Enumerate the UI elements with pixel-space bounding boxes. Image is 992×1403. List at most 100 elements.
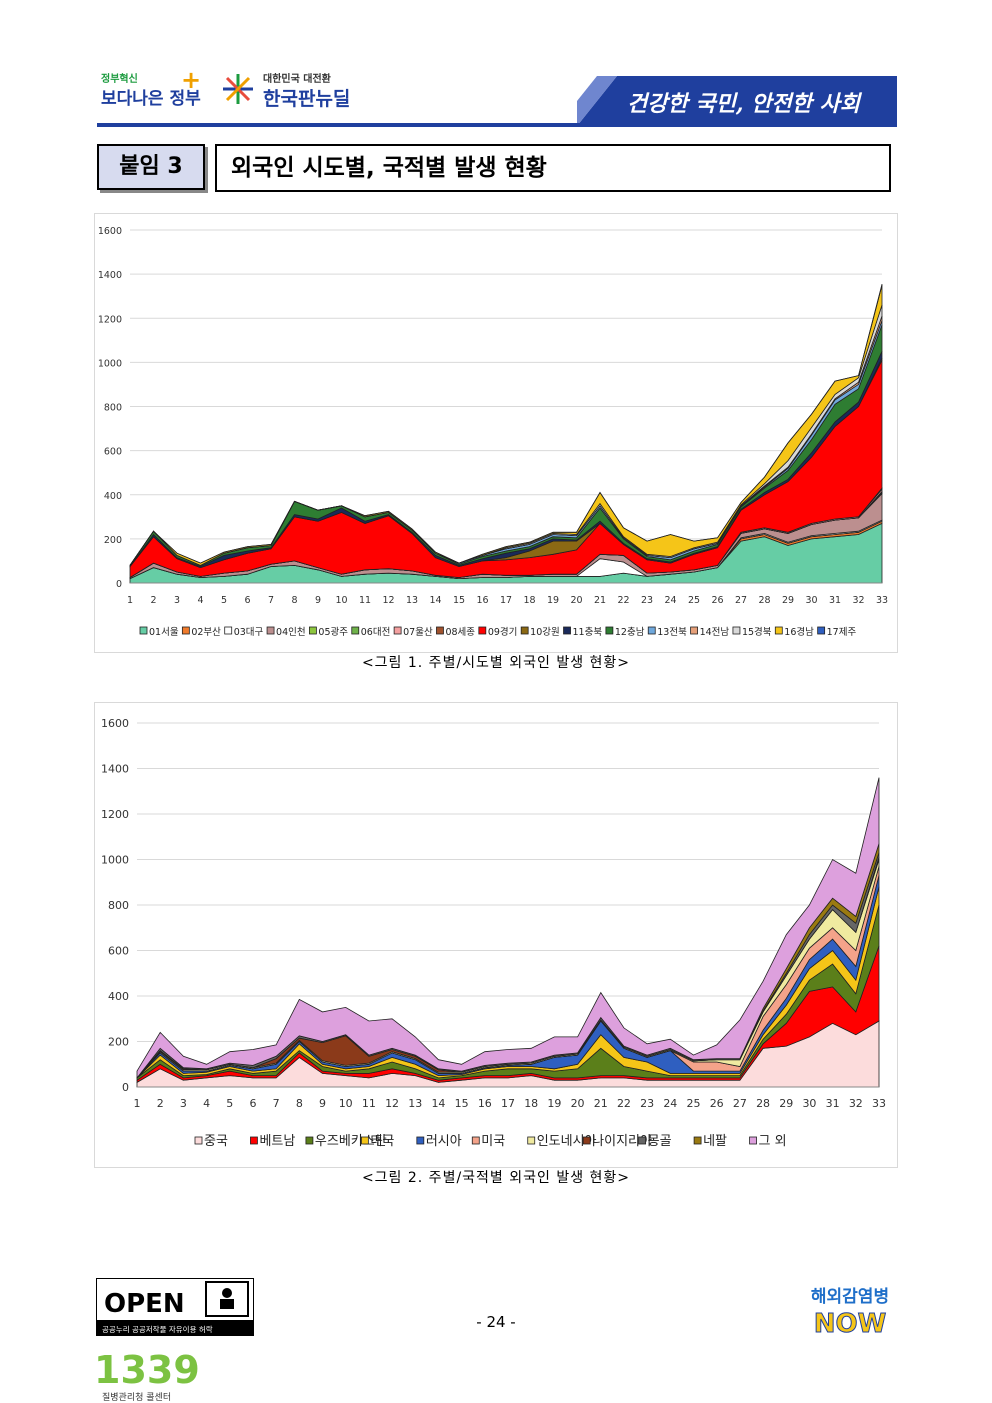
- legend-swatch: [690, 626, 698, 635]
- x-tick-label: 30: [805, 595, 817, 606]
- plus-icon: +: [181, 66, 202, 94]
- page-number: - 24 -: [476, 1313, 516, 1331]
- y-tick-label: 0: [122, 1081, 129, 1094]
- legend-swatch: [605, 626, 614, 635]
- figure2-caption: <그림 2. 주별/국적별 외국인 발생 현황>: [361, 1170, 631, 1186]
- y-tick-label: 800: [104, 403, 122, 414]
- logo2-big-text: 한국판뉴딜: [263, 88, 351, 110]
- x-tick-label: 30: [802, 1097, 816, 1110]
- x-tick-label: 25: [688, 595, 700, 606]
- x-tick-label: 3: [180, 1097, 187, 1110]
- legend-swatch: [181, 626, 190, 635]
- attachment-tag: 붙임 3: [97, 144, 205, 190]
- section-title: 외국인 시도별, 국적별 발생 현황: [215, 144, 891, 192]
- legend-swatch: [305, 1136, 314, 1145]
- legend-swatch: [563, 626, 571, 635]
- x-tick-label: 27: [735, 595, 747, 606]
- x-tick-label: 1: [134, 1097, 141, 1110]
- x-tick-label: 28: [756, 1097, 770, 1110]
- x-tick-label: 29: [782, 595, 794, 606]
- legend-swatch: [693, 1136, 702, 1145]
- legend-swatch: [309, 626, 317, 635]
- x-tick-label: 9: [319, 1097, 326, 1110]
- callcenter-1339-logo: 1339 질병관리청 콜센터: [94, 1348, 200, 1403]
- legend-label: 09경기: [488, 626, 518, 638]
- x-tick-label: 4: [197, 595, 203, 606]
- x-tick-label: 21: [594, 1097, 608, 1110]
- legend-label: 러시아: [426, 1134, 462, 1149]
- legend-label: 02부산: [191, 627, 221, 638]
- legend-swatch: [732, 626, 741, 635]
- x-tick-label: 15: [453, 595, 465, 606]
- legend-label: 15경북: [742, 626, 772, 638]
- x-tick-label: 7: [273, 1097, 280, 1110]
- legend-label: 04인천: [276, 627, 306, 638]
- x-tick-label: 24: [663, 1097, 677, 1110]
- legend-swatch: [749, 1136, 757, 1145]
- x-tick-label: 31: [829, 595, 841, 606]
- x-tick-label: 23: [640, 1097, 654, 1110]
- x-tick-label: 8: [291, 595, 297, 606]
- x-tick-label: 17: [501, 1097, 515, 1110]
- open-sub-text: 공공누리 공공저작물 자유이용 허락: [102, 1324, 213, 1334]
- logo2-small-text: 대한민국 대전환: [263, 74, 331, 85]
- legend-label: 13전북: [657, 627, 687, 638]
- y-tick-label: 800: [108, 899, 129, 912]
- y-tick-label: 400: [104, 491, 122, 502]
- x-tick-label: 12: [382, 595, 394, 606]
- legend-label: 나이지리아: [592, 1134, 652, 1149]
- legend-label: 몽골: [648, 1134, 672, 1149]
- now-bottom-text: NOW: [814, 1309, 887, 1339]
- legend-label: 그 외: [759, 1134, 787, 1149]
- legend-swatch: [471, 1136, 480, 1145]
- x-tick-label: 29: [779, 1097, 793, 1110]
- y-tick-label: 1400: [98, 270, 122, 281]
- x-tick-label: 10: [335, 595, 347, 606]
- legend-label: 05광주: [318, 626, 348, 638]
- y-tick-label: 1000: [98, 358, 122, 369]
- x-tick-label: 26: [711, 595, 723, 606]
- legend-swatch: [436, 626, 444, 635]
- legend-swatch: [774, 626, 783, 635]
- x-tick-label: 31: [826, 1097, 840, 1110]
- x-tick-label: 32: [849, 1097, 863, 1110]
- x-tick-label: 5: [221, 595, 227, 606]
- x-tick-label: 2: [157, 1097, 164, 1110]
- x-tick-label: 13: [408, 1097, 422, 1110]
- y-tick-label: 200: [108, 1036, 129, 1049]
- legend-label: 17제주: [827, 627, 857, 638]
- x-tick-label: 20: [571, 1097, 585, 1110]
- legend-label: 태국: [370, 1134, 394, 1149]
- header-divider: [97, 123, 897, 127]
- legend-swatch: [224, 626, 233, 635]
- x-tick-label: 2: [150, 595, 156, 606]
- legend-label: 10강원: [530, 627, 560, 638]
- legend-label: 16경남: [784, 626, 814, 638]
- x-tick-label: 23: [641, 595, 653, 606]
- x-tick-label: 13: [406, 595, 418, 606]
- y-tick-label: 600: [108, 945, 129, 958]
- legend-label: 08세종: [445, 627, 475, 638]
- series-area-11: [136, 777, 880, 1080]
- x-tick-label: 22: [617, 1097, 631, 1110]
- x-tick-label: 25: [687, 1097, 701, 1110]
- legend-swatch: [360, 1136, 369, 1145]
- x-tick-label: 12: [385, 1097, 399, 1110]
- x-tick-label: 24: [664, 595, 676, 606]
- legend-label: 01서울: [149, 627, 179, 638]
- legend-label: 중국: [204, 1134, 228, 1149]
- legend-label: 11충북: [573, 627, 603, 638]
- x-tick-label: 21: [594, 595, 606, 606]
- legend-label: 12충남: [615, 627, 645, 638]
- legend-swatch: [194, 1136, 203, 1145]
- legend-swatch: [139, 626, 148, 635]
- logo1-small-text: 정부혁신: [101, 74, 138, 85]
- section-title-row: 붙임 3 외국인 시도별, 국적별 발생 현황: [97, 144, 892, 194]
- chart-region-frame: 0 200 400 600 800 1000 1200 1400 1600 1 2 3 4 5 6 7 8 9 10…: [94, 213, 898, 653]
- x-tick-label: 26: [710, 1097, 724, 1110]
- legend-swatch: [520, 626, 529, 635]
- figure1-caption: <그림 1. 주별/시도별 외국인 발생 현황>: [361, 655, 631, 671]
- logo1339-number: 1339: [94, 1348, 200, 1392]
- x-tick-label: 10: [339, 1097, 353, 1110]
- legend-label: 인도네시아: [537, 1134, 597, 1149]
